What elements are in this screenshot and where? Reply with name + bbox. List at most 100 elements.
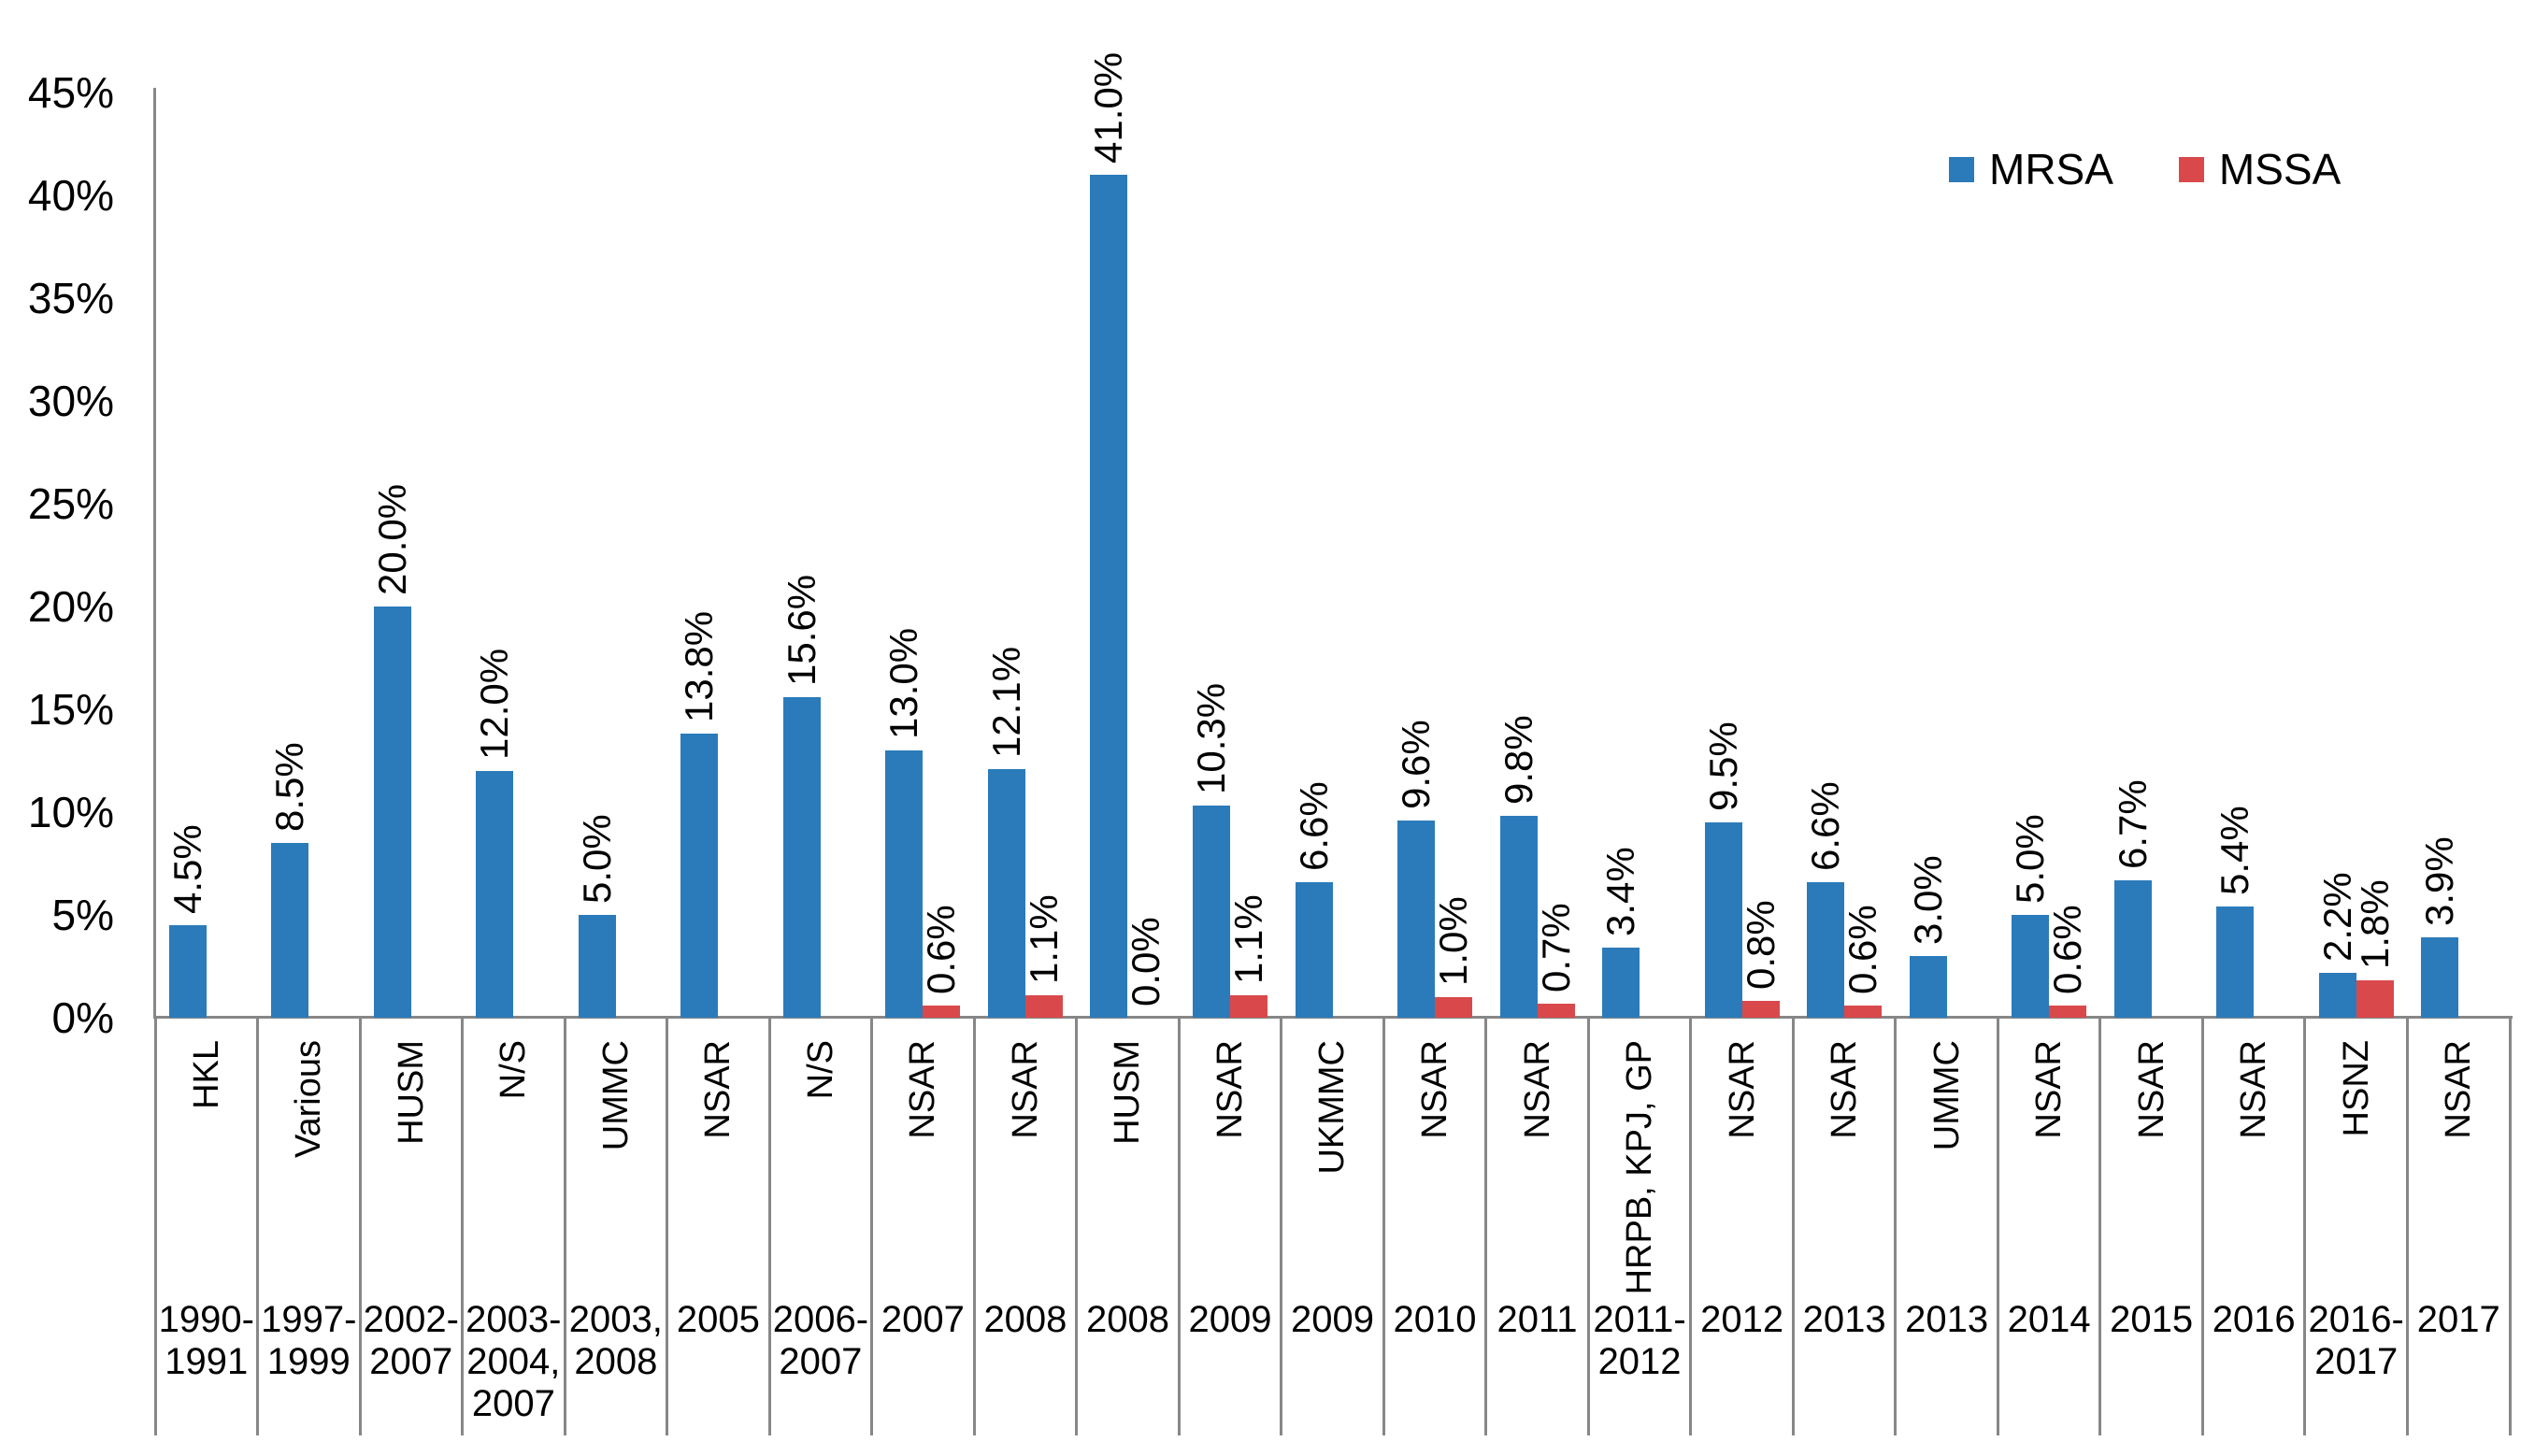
legend: MRSA MSSA: [1949, 146, 2341, 193]
mrsa-bar: [1192, 806, 1230, 1018]
category-separator-line: [1177, 1019, 1181, 1435]
category-source-label-cell: N/S: [463, 1040, 566, 1292]
mrsa-bar-value-label: 12.0%: [472, 648, 517, 760]
category-source-label-cell: HRPB, KPJ, GP: [1588, 1040, 1691, 1294]
category-separator-line: [2098, 1019, 2102, 1435]
category-separator-line: [1075, 1019, 1079, 1435]
category-year-label: 1990- 1991: [155, 1299, 258, 1383]
category-separator-line: [666, 1019, 669, 1435]
category-separator-line: [1791, 1019, 1795, 1435]
category-separator-line: [1689, 1019, 1693, 1435]
year-line: 1991: [165, 1341, 249, 1382]
year-line: 2009: [1291, 1299, 1374, 1340]
category-source-label-cell: HUSM: [1077, 1040, 1180, 1292]
mrsa-bar-value-label: 9.5%: [1700, 721, 1745, 811]
year-line: 2007: [779, 1341, 863, 1382]
category-separator-line: [153, 1019, 157, 1435]
category-source-label: HUSM: [1108, 1040, 1148, 1145]
year-line: 2004,: [466, 1341, 561, 1382]
category-source-label: NSAR: [2131, 1040, 2171, 1139]
category-source-label: NSAR: [1825, 1040, 1865, 1139]
mrsa-bar-value-label: 15.6%: [779, 574, 824, 686]
year-line: 2011-: [1593, 1299, 1686, 1340]
category-source-label-cell: NSAR: [2407, 1040, 2510, 1292]
mrsa-bar: [2012, 915, 2050, 1018]
year-line: 2009: [1188, 1299, 1272, 1340]
category-year-label: 2007: [872, 1299, 975, 1341]
category-year-label: 2009: [1179, 1299, 1282, 1341]
mrsa-bar: [1499, 816, 1538, 1018]
year-line: 2002-: [363, 1299, 459, 1340]
mrsa-bar: [2421, 937, 2459, 1018]
category-year-label: 2013: [1793, 1299, 1896, 1341]
mrsa-bar: [2113, 879, 2152, 1018]
category-source-label: NSAR: [698, 1040, 738, 1139]
category-year-label: 2005: [667, 1299, 770, 1341]
mrsa-bar-value-label: 5.0%: [2008, 814, 2053, 904]
year-line: 2017: [2416, 1299, 2500, 1340]
mrsa-bar: [2318, 972, 2356, 1018]
mssa-bar-value-label: 0.6%: [1840, 905, 1885, 994]
mrsa-bar-value-label: 41.0%: [1086, 51, 1131, 164]
y-axis-line: [153, 88, 156, 1018]
mrsa-bar-value-label: 3.4%: [1598, 847, 1643, 937]
category-source-label: UMMC: [1926, 1040, 1967, 1151]
mssa-bar: [2356, 980, 2394, 1018]
category-separator-line: [563, 1019, 566, 1435]
category-year-label: 2015: [2100, 1299, 2203, 1341]
category-separator-line: [1996, 1019, 1999, 1435]
mrsa-bar: [1807, 881, 1845, 1018]
category-source-label: NSAR: [903, 1040, 943, 1139]
y-axis-tick-label: 45%: [27, 68, 114, 117]
mrsa-bar: [1602, 948, 1640, 1018]
mrsa-bar: [1090, 175, 1128, 1018]
category-separator-line: [1484, 1019, 1488, 1435]
mrsa-bar-value-label: 8.5%: [267, 742, 312, 832]
year-line: 2015: [2110, 1299, 2194, 1340]
category-year-label: 2017: [2407, 1299, 2510, 1341]
mrsa-bar-value-label: 6.6%: [1803, 781, 1848, 871]
y-axis-tick-label: 0%: [51, 993, 114, 1042]
mrsa-bar-value-label: 20.0%: [369, 483, 414, 595]
mrsa-bar-value-label: 10.3%: [1188, 683, 1233, 795]
mrsa-bar-value-label: 6.7%: [2110, 778, 2155, 869]
category-separator-line: [870, 1019, 874, 1435]
category-source-label-cell: NSAR: [667, 1040, 770, 1292]
year-line: 2008: [574, 1341, 658, 1382]
mrsa-swatch-icon: [1949, 156, 1974, 182]
year-line: 2012: [1700, 1299, 1784, 1340]
category-separator-line: [2200, 1019, 2204, 1435]
category-source-label: NSAR: [1210, 1040, 1250, 1139]
mssa-bar: [2049, 1005, 2087, 1018]
year-line: 1999: [266, 1341, 351, 1382]
y-axis-tick-label: 15%: [27, 685, 114, 734]
mrsa-bar: [476, 771, 514, 1018]
category-year-label: 2012: [1691, 1299, 1794, 1341]
year-line: 1990-: [158, 1299, 254, 1340]
category-year-label: 2008: [974, 1299, 1077, 1341]
year-line: 2007: [369, 1341, 453, 1382]
year-line: 2007: [471, 1383, 555, 1424]
mssa-bar: [1537, 1003, 1575, 1018]
year-line: 2014: [2007, 1299, 2091, 1340]
mssa-bar: [923, 1005, 961, 1018]
mrsa-bar: [885, 750, 924, 1018]
category-source-label-cell: HSNZ: [2305, 1040, 2408, 1292]
mssa-bar: [1229, 994, 1268, 1018]
year-line: 1997-: [261, 1299, 357, 1340]
mrsa-bar: [680, 734, 719, 1018]
y-axis-tick-label: 20%: [27, 582, 114, 631]
category-source-label: N/S: [800, 1040, 840, 1100]
category-source-label-cell: NSAR: [1793, 1040, 1896, 1292]
category-source-label-cell: Various: [258, 1040, 361, 1292]
legend-label-mssa: MSSA: [2218, 145, 2342, 193]
year-line: 2006-: [772, 1299, 869, 1340]
year-line: 2007: [881, 1299, 965, 1340]
category-separator-line: [2303, 1019, 2307, 1435]
category-source-label: Various: [289, 1040, 329, 1159]
category-year-label: 2011- 2012: [1588, 1299, 1691, 1383]
category-separator-line: [972, 1019, 976, 1435]
category-source-label: N/S: [494, 1040, 534, 1100]
